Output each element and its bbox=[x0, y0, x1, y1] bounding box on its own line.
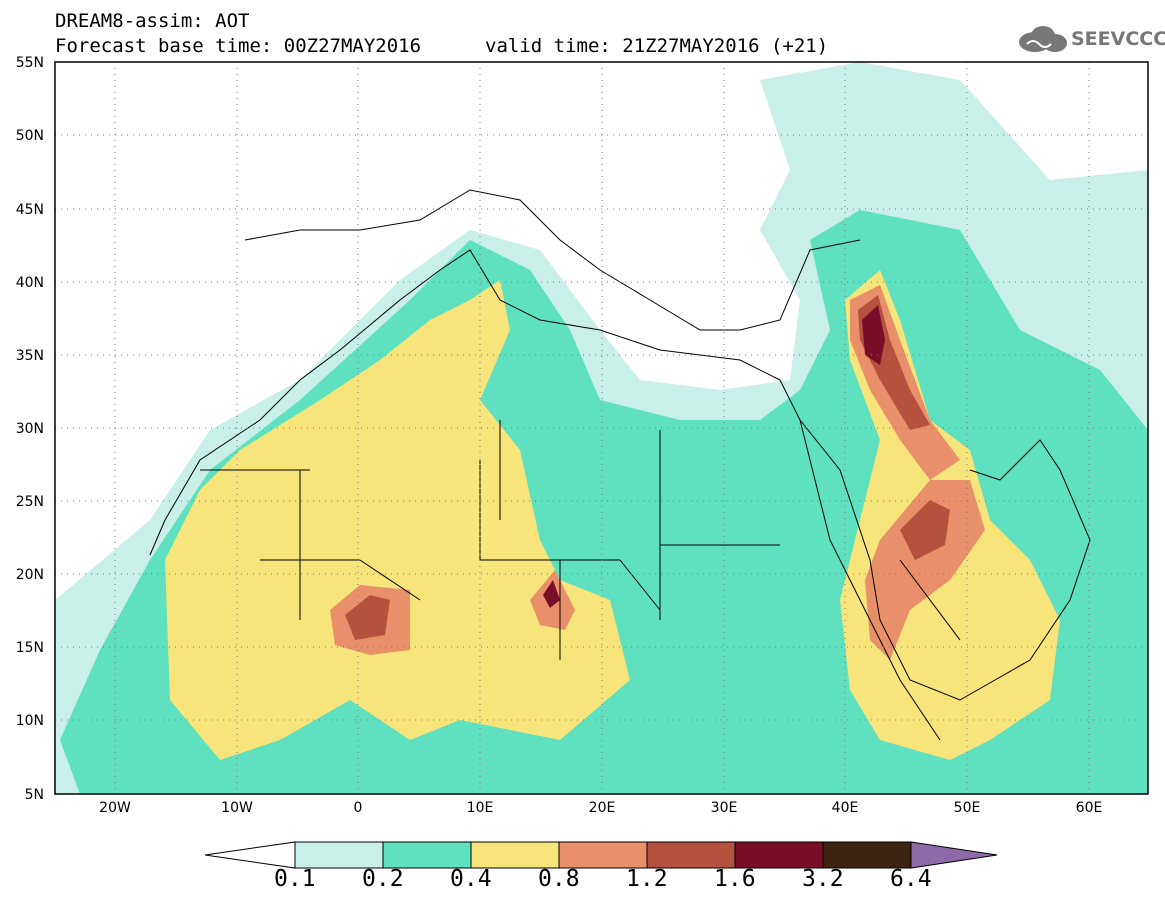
lon-tick: 30E bbox=[711, 800, 738, 816]
map-title: DREAM8-assim: AOT bbox=[55, 10, 250, 32]
country-borders bbox=[200, 420, 961, 660]
aot-band-1.6-central bbox=[543, 580, 560, 608]
legend-swatch bbox=[646, 841, 736, 869]
legend-label: 1.6 bbox=[714, 866, 756, 892]
europe-coast bbox=[244, 189, 861, 331]
lat-tick: 25N bbox=[16, 494, 44, 510]
legend-label: 0.1 bbox=[274, 866, 316, 892]
lat-tick: 20N bbox=[16, 567, 44, 583]
legend-swatch bbox=[470, 841, 560, 869]
lon-tick: 40E bbox=[832, 800, 859, 816]
lat-tick: 40N bbox=[16, 275, 44, 291]
legend-label: 0.8 bbox=[538, 866, 580, 892]
legend-label: 0.2 bbox=[362, 866, 404, 892]
lat-tick: 50N bbox=[16, 128, 44, 144]
legend-arrow-low bbox=[205, 841, 296, 869]
lat-tick: 35N bbox=[16, 348, 44, 364]
lat-tick: 15N bbox=[16, 640, 44, 656]
seevccc-logo: SEEVCCC bbox=[1015, 22, 1165, 58]
aot-band-1.6-mesopotamia bbox=[862, 305, 885, 365]
valid-time: valid time: 21Z27MAY2016 (+21) bbox=[485, 35, 829, 57]
legend-swatch bbox=[822, 841, 912, 869]
arabia-coast bbox=[799, 419, 1091, 701]
legend-swatch bbox=[294, 841, 384, 869]
aot-band-1.2-west bbox=[345, 595, 390, 640]
africa-coast bbox=[149, 249, 941, 741]
cloud-icon bbox=[1019, 26, 1067, 52]
legend-label: 6.4 bbox=[890, 866, 932, 892]
logo-text: SEEVCCC bbox=[1071, 28, 1165, 50]
lat-tick: 10N bbox=[16, 713, 44, 729]
aot-band-0.4-sahara bbox=[165, 280, 630, 760]
lat-tick: 45N bbox=[16, 202, 44, 218]
aot-band-0.8-arabia bbox=[865, 480, 985, 660]
lon-tick: 0 bbox=[354, 800, 363, 816]
color-legend bbox=[205, 841, 998, 869]
forecast-times: Forecast base time: 00Z27MAY2016 valid ti… bbox=[55, 35, 828, 57]
legend-label: 3.2 bbox=[802, 866, 844, 892]
lon-tick: 20W bbox=[99, 800, 131, 816]
grid-lines bbox=[55, 62, 1148, 794]
lon-tick: 10E bbox=[467, 800, 494, 816]
plot-frame bbox=[54, 61, 1149, 795]
legend-arrow-high bbox=[910, 841, 998, 869]
legend-swatch bbox=[558, 841, 648, 869]
lat-tick: 30N bbox=[16, 421, 44, 437]
lat-tick: 55N bbox=[16, 55, 44, 71]
lon-tick: 50E bbox=[954, 800, 981, 816]
aot-map: 55N 50N 45N 40N 35N 30N 25N 20N 15N 10N … bbox=[16, 55, 1149, 816]
base-time: Forecast base time: 00Z27MAY2016 bbox=[55, 35, 422, 57]
aot-band-1.2-arabia bbox=[900, 500, 950, 560]
lon-tick: 20E bbox=[589, 800, 616, 816]
lon-axis-labels: 20W 10W 0 10E 20E 30E 40E 50E 60E bbox=[99, 800, 1102, 816]
lon-tick: 60E bbox=[1076, 800, 1103, 816]
lat-tick: 5N bbox=[25, 787, 44, 803]
legend-label: 0.4 bbox=[450, 866, 492, 892]
legend-swatch bbox=[734, 841, 824, 869]
legend-swatch bbox=[382, 841, 472, 869]
legend-label: 1.2 bbox=[626, 866, 668, 892]
lon-tick: 10W bbox=[221, 800, 253, 816]
coastlines bbox=[149, 189, 1091, 741]
lat-axis-labels: 55N 50N 45N 40N 35N 30N 25N 20N 15N 10N … bbox=[16, 55, 44, 803]
